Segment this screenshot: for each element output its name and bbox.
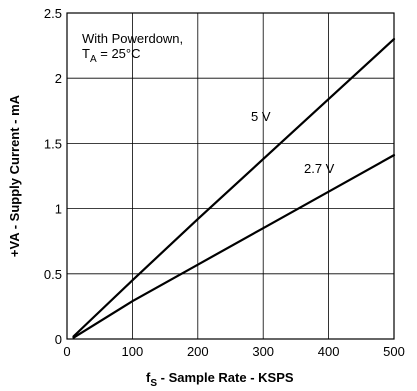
grid bbox=[66, 12, 395, 340]
x-tick-label: 400 bbox=[318, 344, 340, 359]
x-axis-title: fS - Sample Rate - KSPS bbox=[146, 370, 294, 389]
series-group bbox=[72, 37, 396, 339]
x-tick-label: 500 bbox=[383, 344, 405, 359]
annotation-subscript: A bbox=[90, 54, 97, 65]
x-tick-label: 300 bbox=[252, 344, 274, 359]
x-tick-label: 100 bbox=[122, 344, 144, 359]
annotation-line1: With Powerdown, bbox=[82, 31, 183, 46]
x-tick-label: 0 bbox=[63, 344, 70, 359]
series-line-5v bbox=[72, 37, 396, 338]
y-tick-label: 1 bbox=[55, 202, 62, 217]
y-tick-label: 0.5 bbox=[44, 267, 62, 282]
x-tick-label: 200 bbox=[187, 344, 209, 359]
y-tick-label: 1.5 bbox=[44, 136, 62, 151]
series-label-2.7v: 2.7 V bbox=[304, 161, 335, 176]
series-label-5v: 5 V bbox=[251, 109, 271, 124]
y-tick-label: 2.5 bbox=[44, 6, 62, 21]
y-axis-title: +VA - Supply Current - mA bbox=[7, 94, 22, 257]
x-axis-title-rest: - Sample Rate - KSPS bbox=[157, 370, 294, 385]
y-tick-label: 0 bbox=[55, 332, 62, 347]
y-tick-label: 2 bbox=[55, 71, 62, 86]
plot-frame bbox=[66, 12, 395, 340]
annotation-t: T bbox=[82, 46, 90, 61]
series-line-2.7v bbox=[72, 154, 396, 339]
annotation-rest: = 25°C bbox=[97, 46, 141, 61]
tick-labels: 0 100 200 300 400 500 0 0.5 1 1.5 2 2.5 bbox=[44, 6, 405, 359]
annotation-line2: TA = 25°C bbox=[82, 46, 141, 65]
x-axis-title-f: f bbox=[146, 370, 151, 385]
x-axis-title-sub: S bbox=[150, 378, 157, 389]
